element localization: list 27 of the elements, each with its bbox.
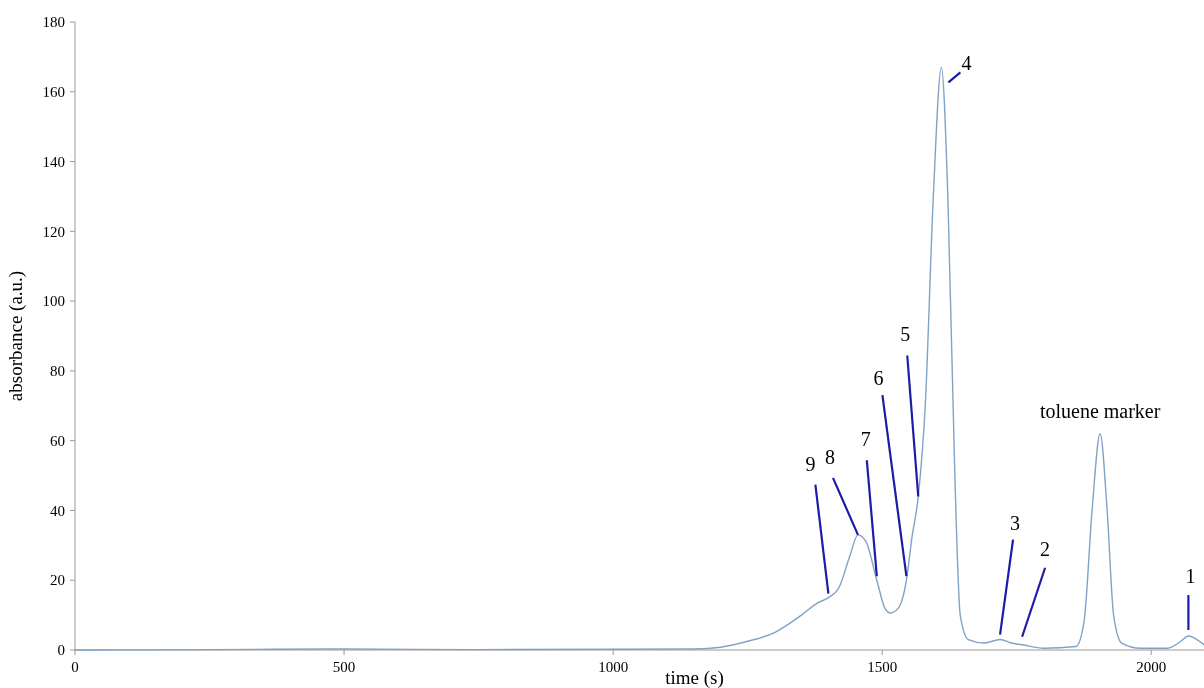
x-axis-title: time (s): [665, 667, 724, 688]
y-tick-label: 160: [42, 84, 65, 101]
annotation: 5: [900, 323, 911, 346]
annotation: 9: [805, 452, 816, 475]
annotation: 1: [1185, 565, 1196, 588]
x-tick-label: 500: [332, 659, 356, 675]
x-tick-label: 2000: [1136, 659, 1167, 675]
x-tick-label: 0: [71, 659, 79, 675]
annotation: 2: [1040, 537, 1051, 560]
y-axis-title: absorbance (a.u.): [5, 270, 27, 402]
y-tick-label: 120: [42, 223, 65, 240]
annotation: 8: [824, 445, 835, 468]
annotation: 3: [1010, 511, 1021, 534]
y-tick-label: 100: [42, 293, 65, 310]
annotation: toluene marker: [1039, 399, 1161, 422]
y-tick-label: 80: [50, 363, 65, 380]
x-tick-label: 1500: [867, 659, 898, 675]
y-tick-label: 0: [57, 642, 65, 659]
annotation: 7: [860, 428, 871, 451]
x-tick-label: 1000: [598, 659, 629, 675]
annotation: 4: [961, 52, 972, 75]
annotation: 6: [873, 367, 884, 390]
y-tick-label: 20: [50, 572, 65, 589]
y-tick-label: 60: [50, 432, 65, 449]
y-tick-label: 140: [42, 153, 65, 170]
y-tick-label: 40: [50, 502, 65, 519]
y-tick-label: 180: [42, 14, 65, 31]
